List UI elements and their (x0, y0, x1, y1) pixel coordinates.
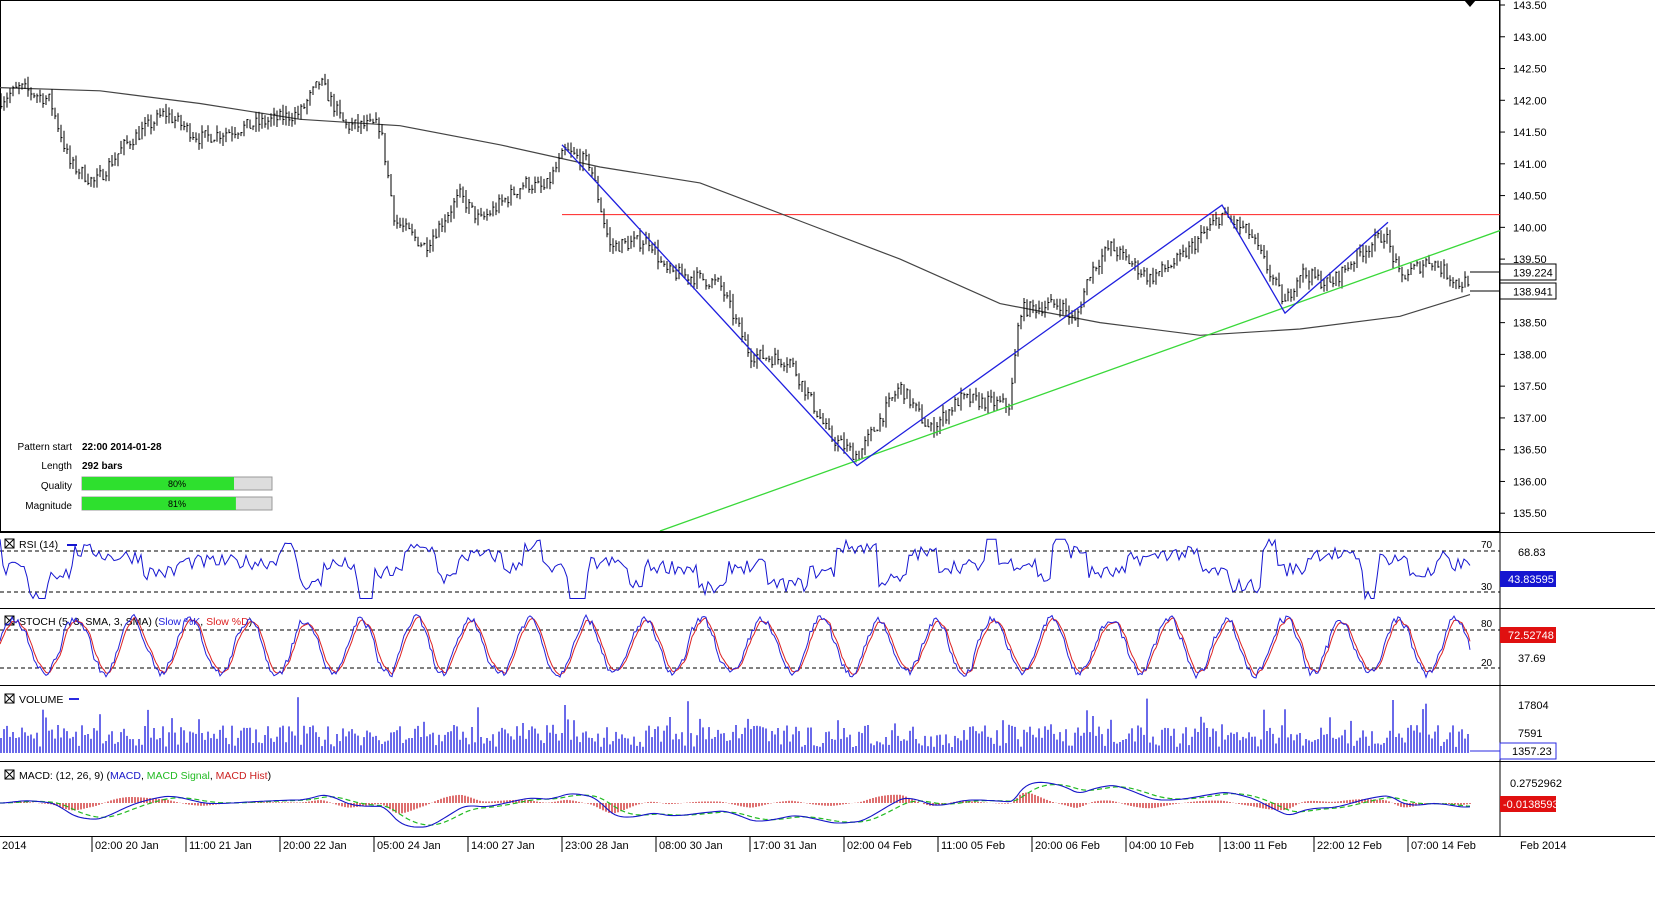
stoch-value: 72.52748 (1508, 630, 1554, 642)
time-axis-label: 23:00 28 Jan (565, 840, 629, 852)
macd-axis-label: 0.2752962 (1510, 778, 1562, 790)
time-axis-label: 02:00 20 Jan (95, 840, 159, 852)
macd-value-tag (1500, 796, 1556, 812)
price-axis-label: 138.50 (1513, 318, 1547, 330)
sma-price-value: 138.941 (1513, 287, 1553, 299)
stoch-level-80-label: 80 (1481, 619, 1493, 630)
candles (0, 73, 1470, 463)
volume-axis-label-low: 7591 (1518, 728, 1542, 740)
stoch-k-line (0, 613, 1471, 680)
pattern-start-label: Pattern start (18, 442, 73, 453)
rsi-line (0, 538, 1471, 601)
time-axis-label: 11:00 21 Jan (189, 840, 252, 852)
magnitude-value: 81% (168, 499, 186, 509)
rsi-value: 43.83595 (1508, 574, 1554, 586)
time-axis-label: 22:00 12 Feb (1317, 840, 1382, 852)
price-axis-label: 136.00 (1513, 476, 1547, 488)
price-axis-label: 137.50 (1513, 381, 1547, 393)
rsi-panel: RSI (14) 70 30 68.83 43.83595 (0, 538, 1556, 601)
volume-panel: VOLUME 17804 7591 1357.23 (0, 693, 1557, 760)
time-axis-label: 17:00 31 Jan (753, 840, 817, 852)
price-axis: 143.50 143.00 142.50 142.00 141.50 141.00 140.… (1500, 0, 1547, 520)
price-axis-label: 142.50 (1513, 64, 1547, 76)
pattern-info: Pattern start 22:00 2014-01-28 Length 29… (18, 442, 273, 512)
length-label: Length (41, 461, 72, 472)
rsi-value-tag (1500, 571, 1556, 587)
quality-bar-fill (82, 477, 234, 490)
time-axis-label: 05:00 24 Jan (377, 840, 441, 852)
time-axis-label: 04:00 10 Feb (1129, 840, 1194, 852)
macd-histogram (2, 792, 1471, 814)
magnitude-bar-fill (82, 497, 236, 510)
length-value: 292 bars (82, 461, 123, 472)
time-axis-label: 11:00 05 Feb (941, 840, 1005, 852)
time-axis-label: 14:00 27 Jan (471, 840, 535, 852)
price-axis-label: 138.00 (1513, 349, 1547, 361)
time-axis-end-label: Feb 2014 (1520, 840, 1566, 852)
price-axis-label: 140.50 (1513, 191, 1547, 203)
price-axis-label: 141.00 (1513, 159, 1547, 171)
macd-title: MACD: (12, 26, 9) (MACD, MACD Signal, MA… (19, 770, 271, 782)
stoch-axis-label: 37.69 (1518, 653, 1546, 665)
stoch-level-20-label: 20 (1481, 658, 1493, 669)
quality-value: 80% (168, 479, 186, 489)
volume-axis-label-high: 17804 (1518, 700, 1549, 712)
time-axis-label: 02:00 04 Feb (847, 840, 912, 852)
main-panel-frame (0, 0, 1500, 532)
price-axis-label: 137.00 (1513, 413, 1547, 425)
stoch-d-line (0, 616, 1471, 677)
sma-price-tag: 138.941 (1470, 282, 1557, 300)
quality-label: Quality (41, 481, 72, 492)
time-axis-label: 13:00 11 Feb (1223, 840, 1287, 852)
pattern-start-value: 22:00 2014-01-28 (82, 442, 162, 453)
price-axis-label: 140.00 (1513, 222, 1547, 234)
price-axis-label: 143.00 (1513, 32, 1547, 44)
sma-line (0, 87, 1471, 336)
scroll-marker-icon[interactable] (1464, 0, 1476, 7)
rsi-title: RSI (14) (19, 539, 58, 551)
price-axis-label: 141.50 (1513, 127, 1547, 139)
volume-value: 1357.23 (1512, 746, 1552, 758)
stoch-value-tag (1500, 627, 1556, 643)
volume-value-tag (1499, 742, 1557, 760)
time-axis-label: 2014 (2, 840, 26, 852)
current-price-tag: 139.224 (1470, 263, 1557, 281)
time-axis-label: 08:00 30 Jan (659, 840, 723, 852)
price-axis-label: 143.50 (1513, 0, 1547, 12)
zigzag-pattern (561, 144, 1389, 467)
current-price-value: 139.224 (1513, 268, 1553, 280)
time-axis-label: 20:00 06 Feb (1035, 840, 1100, 852)
macd-line (0, 781, 1471, 828)
rsi-level-30-label: 30 (1481, 582, 1493, 593)
price-axis-label: 135.50 (1513, 508, 1547, 520)
price-axis-label: 136.50 (1513, 445, 1547, 457)
time-axis-label: 07:00 14 Feb (1411, 840, 1476, 852)
volume-title: VOLUME (19, 694, 63, 706)
price-axis-label: 139.50 (1513, 254, 1547, 266)
macd-value: -0.0138593 (1503, 799, 1559, 811)
macd-panel: MACD: (12, 26, 9) (MACD, MACD Signal, MA… (0, 769, 1562, 828)
time-axis-label: 20:00 22 Jan (283, 840, 347, 852)
magnitude-label: Magnitude (25, 501, 72, 512)
stoch-title: STOCH (5, 3, SMA, 3, SMA) (Slow %K, Slow… (19, 616, 252, 628)
trend-line (659, 229, 1500, 531)
stoch-panel: STOCH (5, 3, SMA, 3, SMA) (Slow %K, Slow… (0, 613, 1556, 680)
rsi-axis-label: 68.83 (1518, 547, 1546, 559)
volume-bars (0, 697, 1500, 753)
rsi-level-70-label: 70 (1481, 540, 1493, 551)
price-axis-label: 142.00 (1513, 95, 1547, 107)
time-axis: 2014 02:00 20 Jan 11:00 21 Jan 20:00 22 Jan… (2, 836, 1476, 852)
